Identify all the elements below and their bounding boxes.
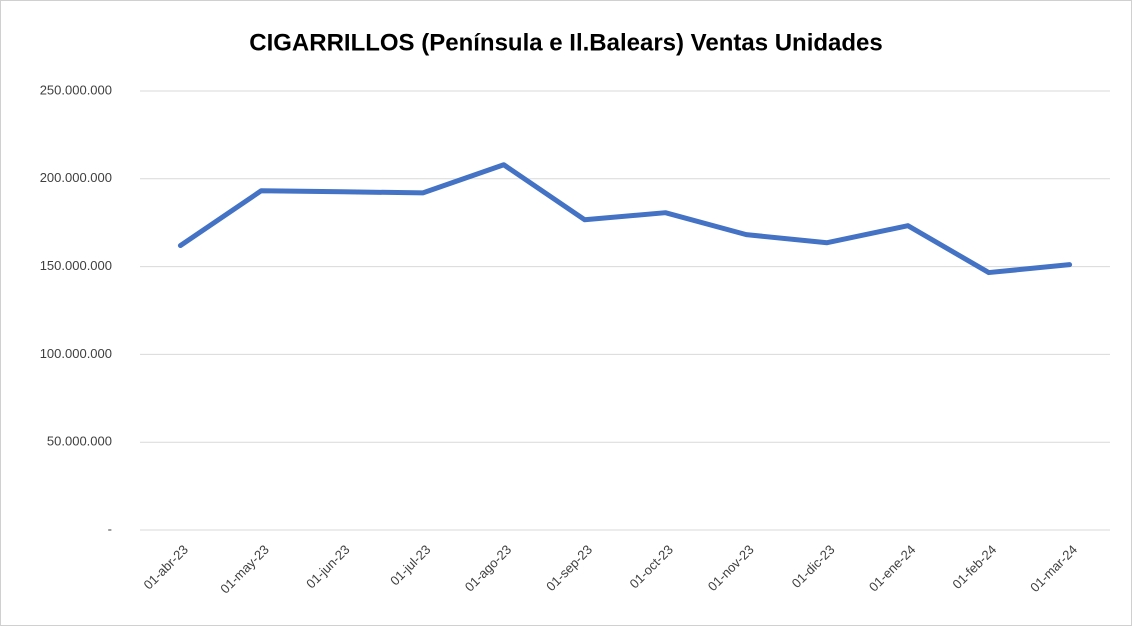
y-tick-label: 50.000.000 [47, 434, 112, 449]
y-tick-label: 250.000.000 [40, 82, 112, 97]
y-tick-label: 200.000.000 [40, 170, 112, 185]
y-tick-label: - [108, 521, 112, 536]
y-tick-label: 100.000.000 [40, 346, 112, 361]
line [177, 162, 1073, 276]
y-tick-label: 150.000.000 [40, 258, 112, 273]
chart-title: CIGARRILLOS (Península e Il.Balears) Ven… [249, 29, 883, 56]
